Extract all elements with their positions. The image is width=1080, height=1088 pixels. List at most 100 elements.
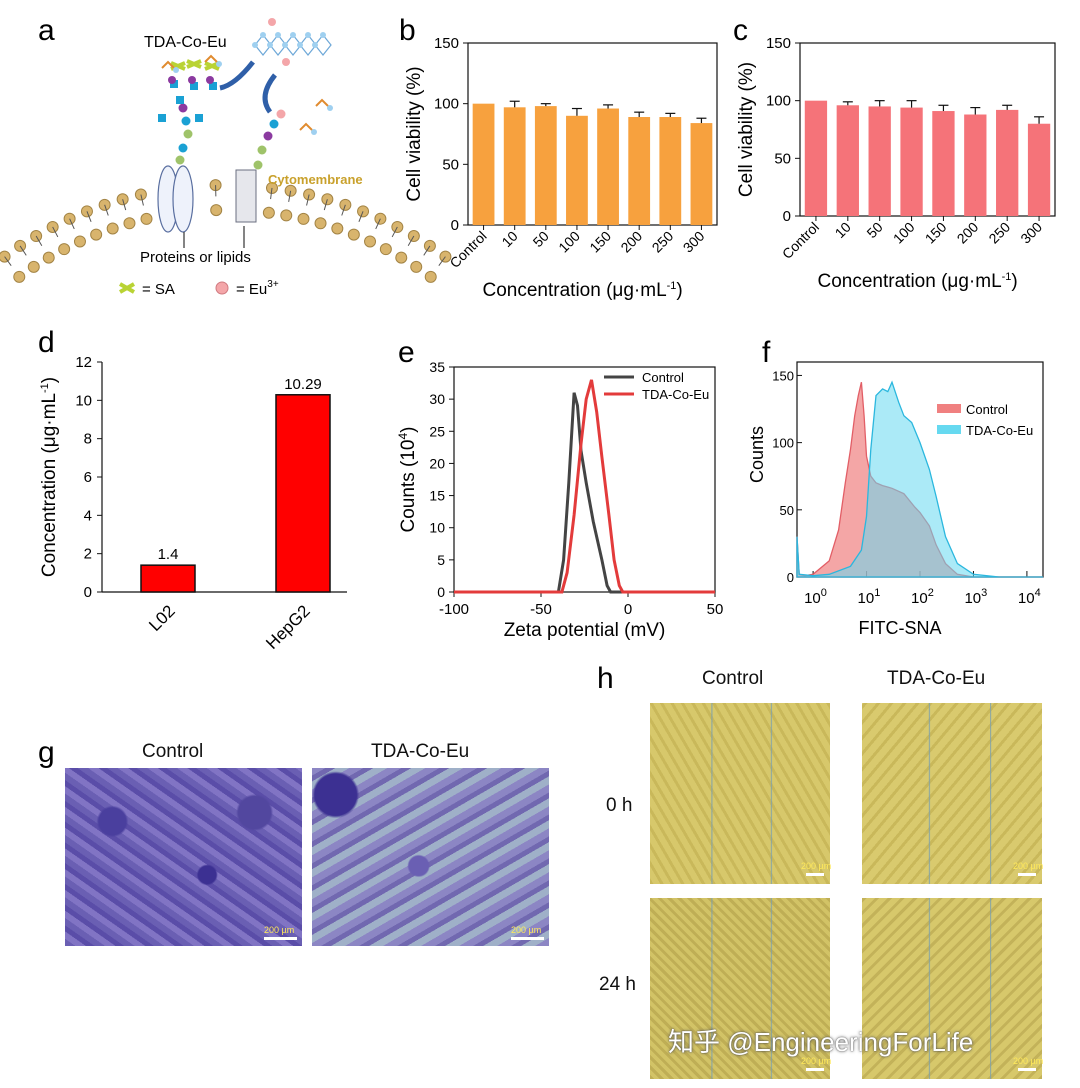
panel-letter-e: e <box>398 336 415 369</box>
lipid-tail <box>86 211 92 222</box>
b-xtick-label-50: 50 <box>530 228 552 250</box>
glycan-unit <box>178 103 188 113</box>
f-legend-label-1: TDA-Co-Eu <box>966 423 1033 438</box>
lipid-head-inner <box>210 204 223 217</box>
b-frame <box>467 42 718 226</box>
h-scale-bar-4 <box>1018 1068 1036 1071</box>
lipid-chain-unit <box>257 145 267 155</box>
glycan-square <box>170 80 178 88</box>
mof-node <box>320 32 326 38</box>
scratch-control-0h <box>650 703 830 884</box>
h-row1-label: 0 h <box>606 795 633 816</box>
f-legend-swatch-0 <box>937 404 961 413</box>
b-xlabel: Concentration (μg·mL-1) <box>483 280 683 301</box>
panel-letter-a: a <box>38 14 55 47</box>
lipid-tail <box>19 245 27 256</box>
f-series-1 <box>796 380 1043 578</box>
eu-ion-icon <box>268 18 276 26</box>
c-bar-150 <box>932 111 955 216</box>
lipid-tail <box>140 194 144 206</box>
glycan-unit <box>175 155 185 165</box>
d-data-label-HepG2: 10.29 <box>284 376 322 393</box>
c-xtick-label-250: 250 <box>985 219 1013 247</box>
lipid-head-inner <box>424 270 437 283</box>
lipid-tail <box>69 218 75 230</box>
d-ytick-label: 12 <box>75 354 92 371</box>
c-bar-Control <box>804 100 828 216</box>
b-xtick-label-100: 100 <box>555 228 583 256</box>
lipid-chain-unit <box>276 109 286 119</box>
h-col1-label: Control <box>702 668 764 689</box>
linker-node <box>216 61 222 67</box>
g-scale-label-1: 200 µm <box>264 925 295 935</box>
c-ytick-label: 0 <box>783 208 791 225</box>
f-ylabel: Counts <box>747 426 767 483</box>
b-bar-10 <box>503 107 526 225</box>
micrograph-control <box>65 768 302 946</box>
h-scale-label-4: 200 µm <box>1013 1056 1044 1066</box>
lipid-tail <box>323 199 328 211</box>
glycan-square <box>176 96 184 104</box>
lipid-tail <box>122 199 127 211</box>
mof-node <box>305 32 311 38</box>
e-ytick-label: 0 <box>437 584 445 600</box>
lipid-tail <box>423 245 431 256</box>
c-frame <box>799 42 1056 217</box>
a-agent-label: TDA-Co-Eu <box>144 34 227 51</box>
f-legend-swatch-1 <box>937 425 961 434</box>
e-xtick-label: 50 <box>707 601 724 618</box>
b-ytick-label: 100 <box>434 96 459 113</box>
f-xtick-label: 104 <box>1018 587 1041 607</box>
linker-icon <box>204 54 218 63</box>
c-xtick-label-150: 150 <box>922 219 950 247</box>
c-ytick-label: 50 <box>774 150 791 167</box>
b-bar-100 <box>566 115 588 225</box>
lipid-tail <box>391 226 398 238</box>
linker-node <box>327 105 333 111</box>
h-scale-label-1: 200 µm <box>801 861 832 871</box>
lipid-head-inner <box>314 217 327 230</box>
panel-letter-h: h <box>597 662 614 695</box>
d-data-label-L02: 1.4 <box>158 546 179 563</box>
f-xtick-label: 102 <box>911 587 934 607</box>
glycan-unit <box>183 129 193 139</box>
h-scale-bar-1 <box>806 873 824 876</box>
lipid-tail <box>375 218 381 230</box>
lipid-tail <box>288 190 292 202</box>
mof-node <box>252 42 258 48</box>
lipid-tail <box>270 187 273 200</box>
panel-letter-f: f <box>762 336 771 369</box>
glycan-unit <box>181 116 191 126</box>
e-xtick-label: -50 <box>530 601 552 618</box>
lipid-head-inner <box>347 228 360 241</box>
e-ytick-label: 5 <box>437 552 445 568</box>
b-xtick-label-300: 300 <box>680 228 708 256</box>
lipid-head-inner <box>58 243 71 256</box>
h-scale-label-2: 200 µm <box>1013 861 1044 871</box>
mof-node <box>260 32 266 38</box>
b-xtick-label-10: 10 <box>498 228 520 250</box>
linker-node <box>173 67 179 73</box>
h-scale-label-3: 200 µm <box>801 1056 832 1066</box>
linker-icon <box>299 122 313 131</box>
lipid-chain-unit <box>253 160 263 170</box>
mof-node <box>275 32 281 38</box>
membrane-lipid-raft <box>235 169 257 223</box>
e-ytick-label: 25 <box>429 423 445 439</box>
c-xtick-label-100: 100 <box>890 219 918 247</box>
e-frame <box>453 366 716 593</box>
c-xtick-label-200: 200 <box>954 219 982 247</box>
lipid-tail <box>306 194 310 206</box>
d-ytick-label: 10 <box>75 392 92 409</box>
e-legend-label-0: Control <box>642 370 684 385</box>
lipid-head-inner <box>123 217 136 230</box>
a-proteins-label: Proteins or lipids <box>140 249 251 266</box>
e-xlabel: Zeta potential (mV) <box>504 620 666 641</box>
lipid-head-inner <box>13 270 26 283</box>
lipid-head-inner <box>73 235 86 248</box>
lipid-head-inner <box>90 228 103 241</box>
e-xtick-label: 0 <box>624 601 632 618</box>
sialic-acid-icon <box>204 61 220 71</box>
scratch-tda-0h <box>862 703 1042 884</box>
